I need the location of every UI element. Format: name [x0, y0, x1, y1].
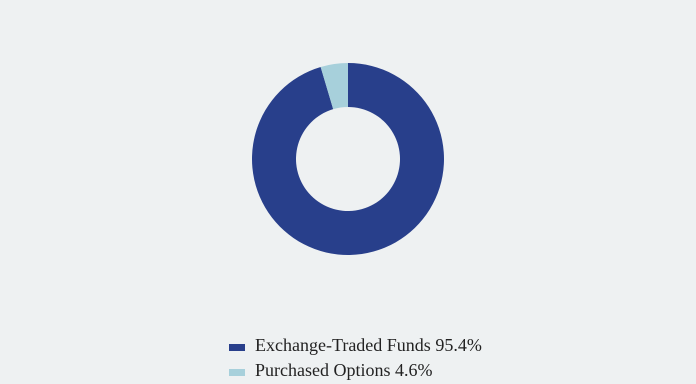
legend-category: Purchased Options	[255, 360, 390, 380]
legend-value: 95.4%	[435, 335, 482, 355]
legend-value: 4.6%	[395, 360, 433, 380]
legend-label: Exchange-Traded Funds 95.4%	[255, 335, 482, 355]
legend-category: Exchange-Traded Funds	[255, 335, 431, 355]
legend-swatch	[229, 344, 245, 351]
donut-slice	[320, 63, 348, 110]
legend-label: Purchased Options 4.6%	[255, 360, 432, 380]
legend-swatch	[229, 369, 245, 376]
donut-slice	[252, 63, 445, 256]
